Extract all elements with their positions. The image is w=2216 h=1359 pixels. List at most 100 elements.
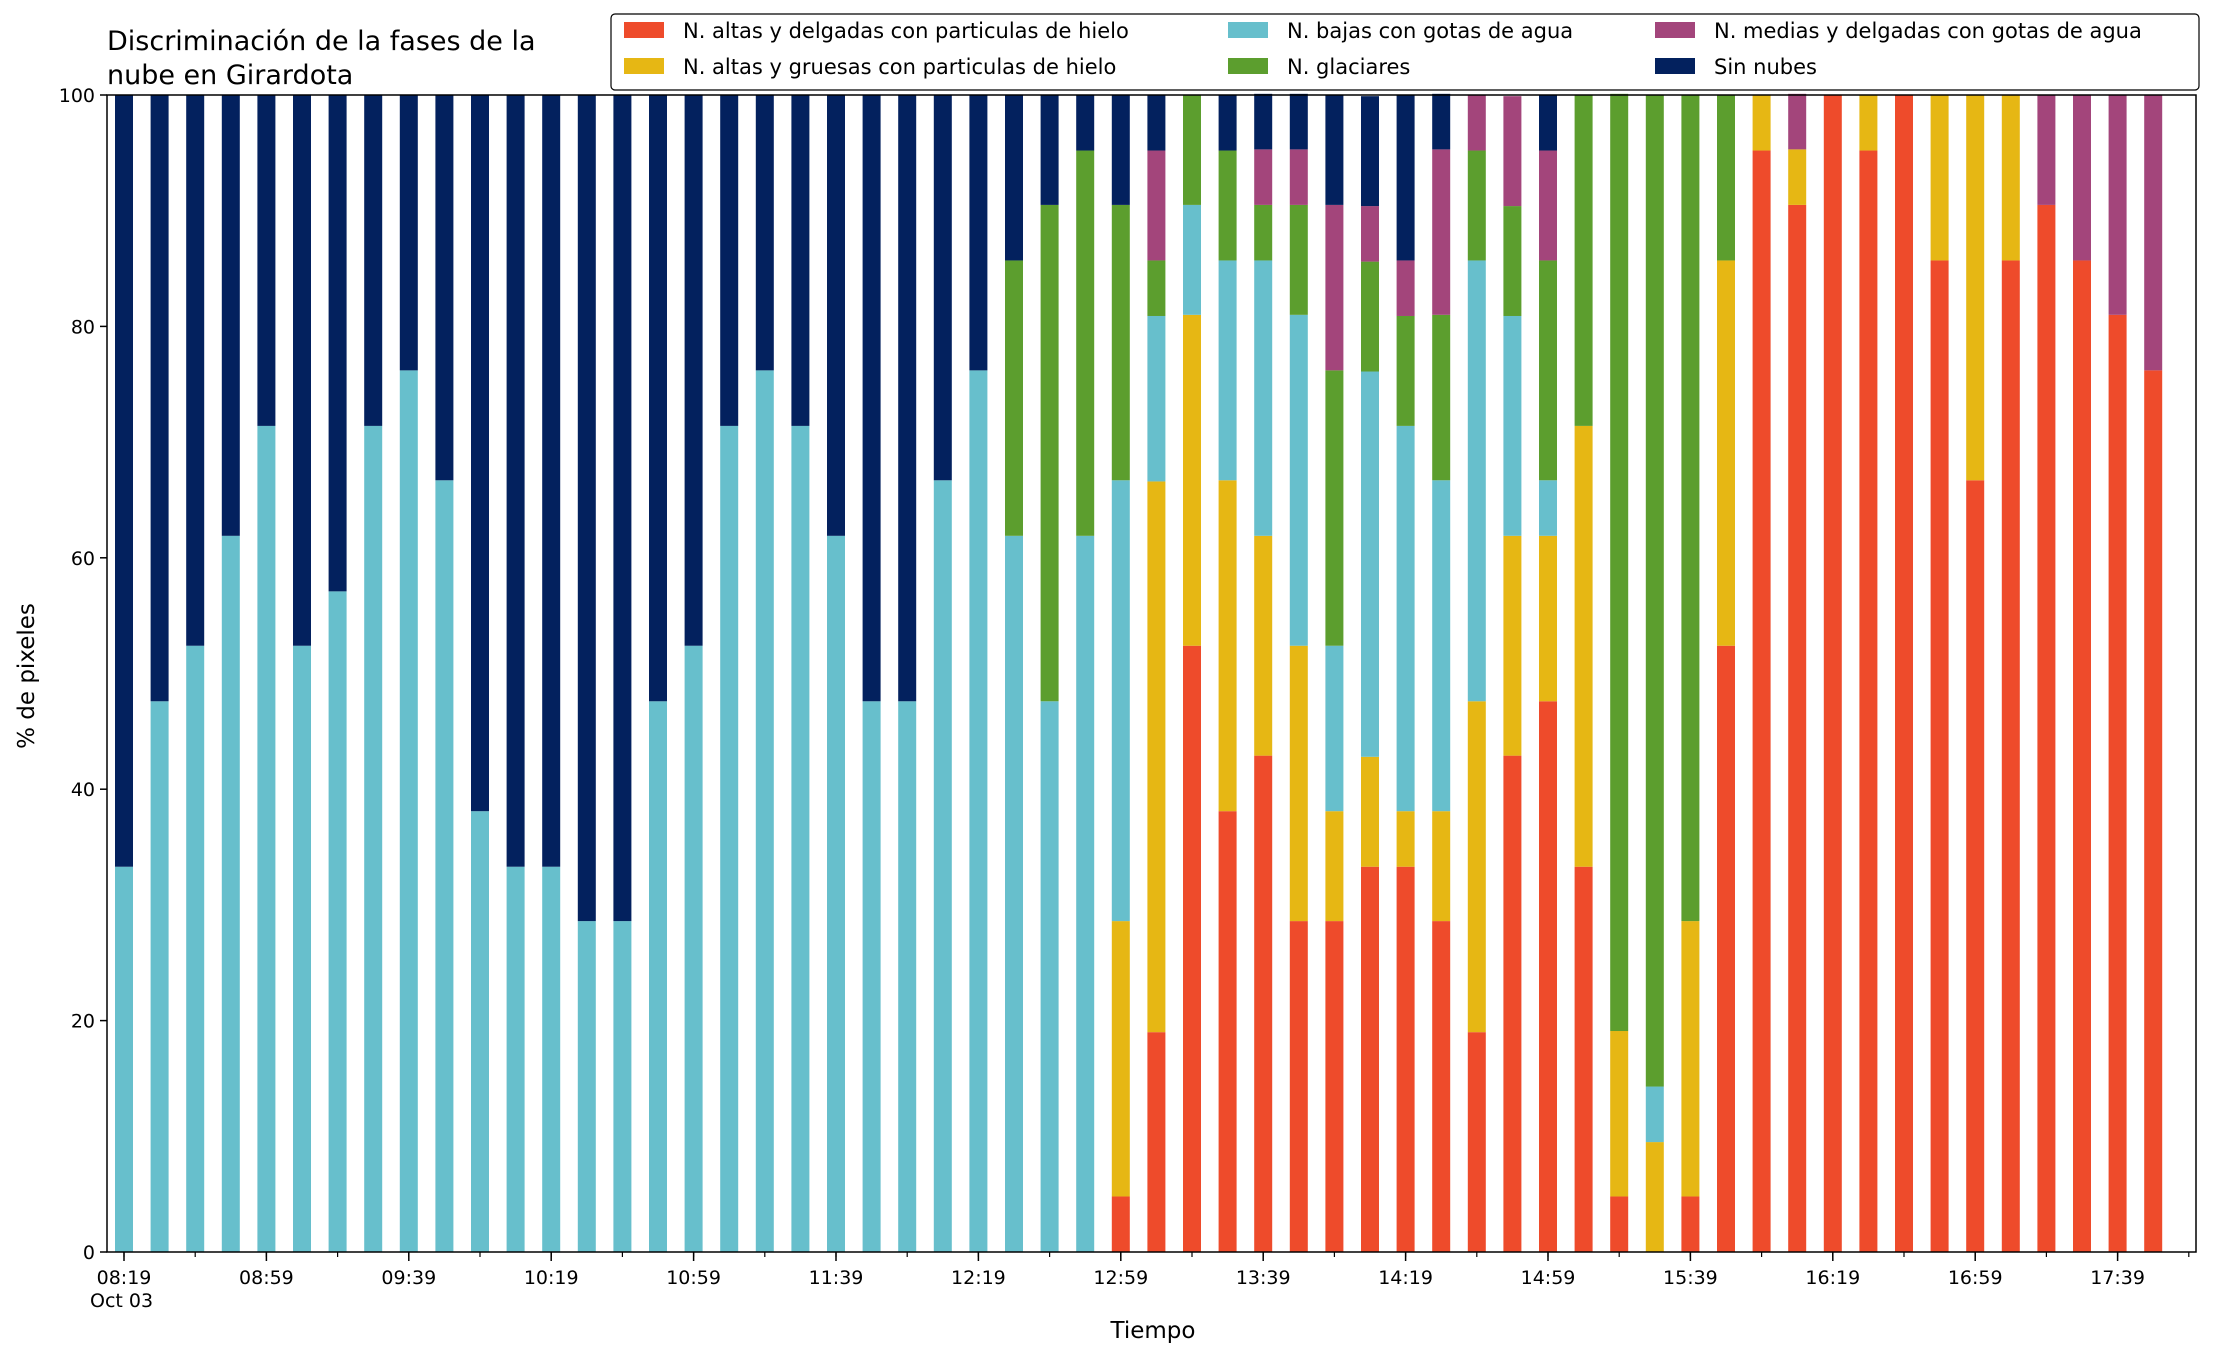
legend-frame — [610, 13, 2200, 91]
bar-segment — [649, 95, 667, 702]
bar-segment — [1432, 811, 1451, 922]
y-tick-label: 40 — [71, 779, 95, 801]
bar-segment — [399, 95, 418, 371]
bar-segment — [2073, 95, 2091, 261]
bar-segment — [1503, 206, 1522, 316]
bar-segment — [1396, 866, 1415, 1252]
x-tick-label: 08:19 — [97, 1267, 152, 1289]
bar-segment — [1361, 866, 1379, 1252]
bar-segment — [969, 95, 988, 371]
bar-segment — [1076, 95, 1095, 151]
bar-segment — [862, 701, 881, 1252]
bar-segment — [1610, 1031, 1629, 1197]
bar-segment — [1396, 260, 1415, 316]
bar-segment — [755, 95, 774, 371]
x-tick-label: 10:19 — [524, 1267, 579, 1289]
bar-segment — [791, 95, 810, 426]
bar-segment — [1147, 315, 1166, 482]
bar-segment — [1289, 149, 1308, 205]
bar-segment — [1040, 701, 1059, 1252]
bar-segment — [1645, 1142, 1664, 1252]
bar-segment — [115, 866, 133, 1252]
bar-segment — [1752, 150, 1771, 1252]
x-tick-label: 11:39 — [809, 1267, 864, 1289]
bar-segment — [1539, 95, 1557, 151]
chart-title-line-2: nube en Girardota — [107, 60, 353, 91]
bar-segment — [1361, 261, 1379, 372]
legend-swatch — [1228, 22, 1268, 38]
bar-segment — [1183, 95, 1201, 205]
bar-segment — [1289, 204, 1308, 315]
bar-segment — [1966, 95, 1985, 481]
bar-segment — [1396, 315, 1415, 426]
bar-segment — [1681, 921, 1700, 1197]
bar-segment — [933, 480, 952, 1252]
bar-segment — [293, 645, 311, 1252]
bar-segment — [791, 425, 810, 1253]
bar-segment — [898, 95, 917, 702]
bar-segment — [1717, 260, 1735, 646]
bar-segment — [933, 95, 952, 481]
legend-label: N. altas y gruesas con particulas de hie… — [683, 55, 1116, 79]
x-tick-label: 10:59 — [666, 1267, 721, 1289]
bar-segment — [257, 95, 276, 426]
bar-segment — [1289, 645, 1308, 922]
bar-segment — [1396, 425, 1415, 812]
bar-segment — [1432, 480, 1451, 812]
legend-label: N. bajas con gotas de agua — [1287, 19, 1573, 43]
bar-segment — [1183, 204, 1201, 315]
bar-segment — [1539, 535, 1557, 702]
bar-segment — [1325, 204, 1344, 371]
x-tick-label: 12:59 — [1093, 1267, 1148, 1289]
legend-label: N. altas y delgadas con particulas de hi… — [683, 19, 1129, 43]
labels-group: Discriminación de la fases de la nube en… — [14, 26, 1195, 1344]
bar-segment — [1254, 204, 1273, 261]
x-tick-label: 16:19 — [1805, 1267, 1860, 1289]
bar-segment — [1432, 921, 1451, 1252]
bar-segment — [2001, 95, 2020, 261]
bar-segment — [328, 591, 347, 1252]
bar-segment — [2108, 314, 2127, 1253]
legend-swatch — [1655, 22, 1695, 38]
legend-swatch — [624, 58, 664, 74]
bar-segment — [2037, 95, 2056, 205]
bar-segment — [1432, 93, 1451, 150]
bar-segment — [1539, 150, 1557, 261]
bar-segment — [2001, 260, 2020, 1252]
bar-segment — [1040, 95, 1059, 205]
bar-segment — [186, 95, 205, 646]
bar-segment — [1361, 756, 1379, 867]
bar-segment — [1254, 149, 1273, 205]
bar-segment — [969, 370, 988, 1253]
bar-segment — [1503, 535, 1522, 756]
bar-segment — [1788, 204, 1807, 1252]
bar-segment — [649, 701, 667, 1252]
bar-segment — [1574, 95, 1593, 426]
bar-segment — [471, 95, 489, 812]
bar-segment — [1147, 1032, 1166, 1252]
x-tick-label: 17:39 — [2090, 1267, 2145, 1289]
bar-segment — [1930, 260, 1949, 1252]
bar-segment — [1681, 1196, 1700, 1252]
y-tick-label: 60 — [71, 548, 95, 570]
bar-segment — [1183, 314, 1201, 646]
bar-segment — [1895, 95, 1913, 1252]
bar-segment — [1361, 371, 1379, 757]
bar-segment — [1681, 95, 1700, 922]
bar-segment — [364, 425, 383, 1253]
bar-segment — [1788, 149, 1807, 205]
bar-segment — [435, 480, 454, 1252]
bar-segment — [827, 535, 845, 1252]
bar-segment — [1254, 260, 1273, 536]
bar-segment — [1076, 150, 1095, 536]
bar-segment — [1966, 480, 1985, 1252]
y-axis-label: % de pixeles — [14, 603, 40, 749]
bar-segment — [542, 95, 561, 867]
bar-segment — [613, 921, 632, 1252]
bar-segment — [1147, 95, 1166, 151]
bar-segment — [1218, 260, 1237, 481]
bar-segment — [1111, 1196, 1130, 1252]
x-tick-label: 14:59 — [1521, 1267, 1576, 1289]
bar-segment — [1147, 150, 1166, 261]
